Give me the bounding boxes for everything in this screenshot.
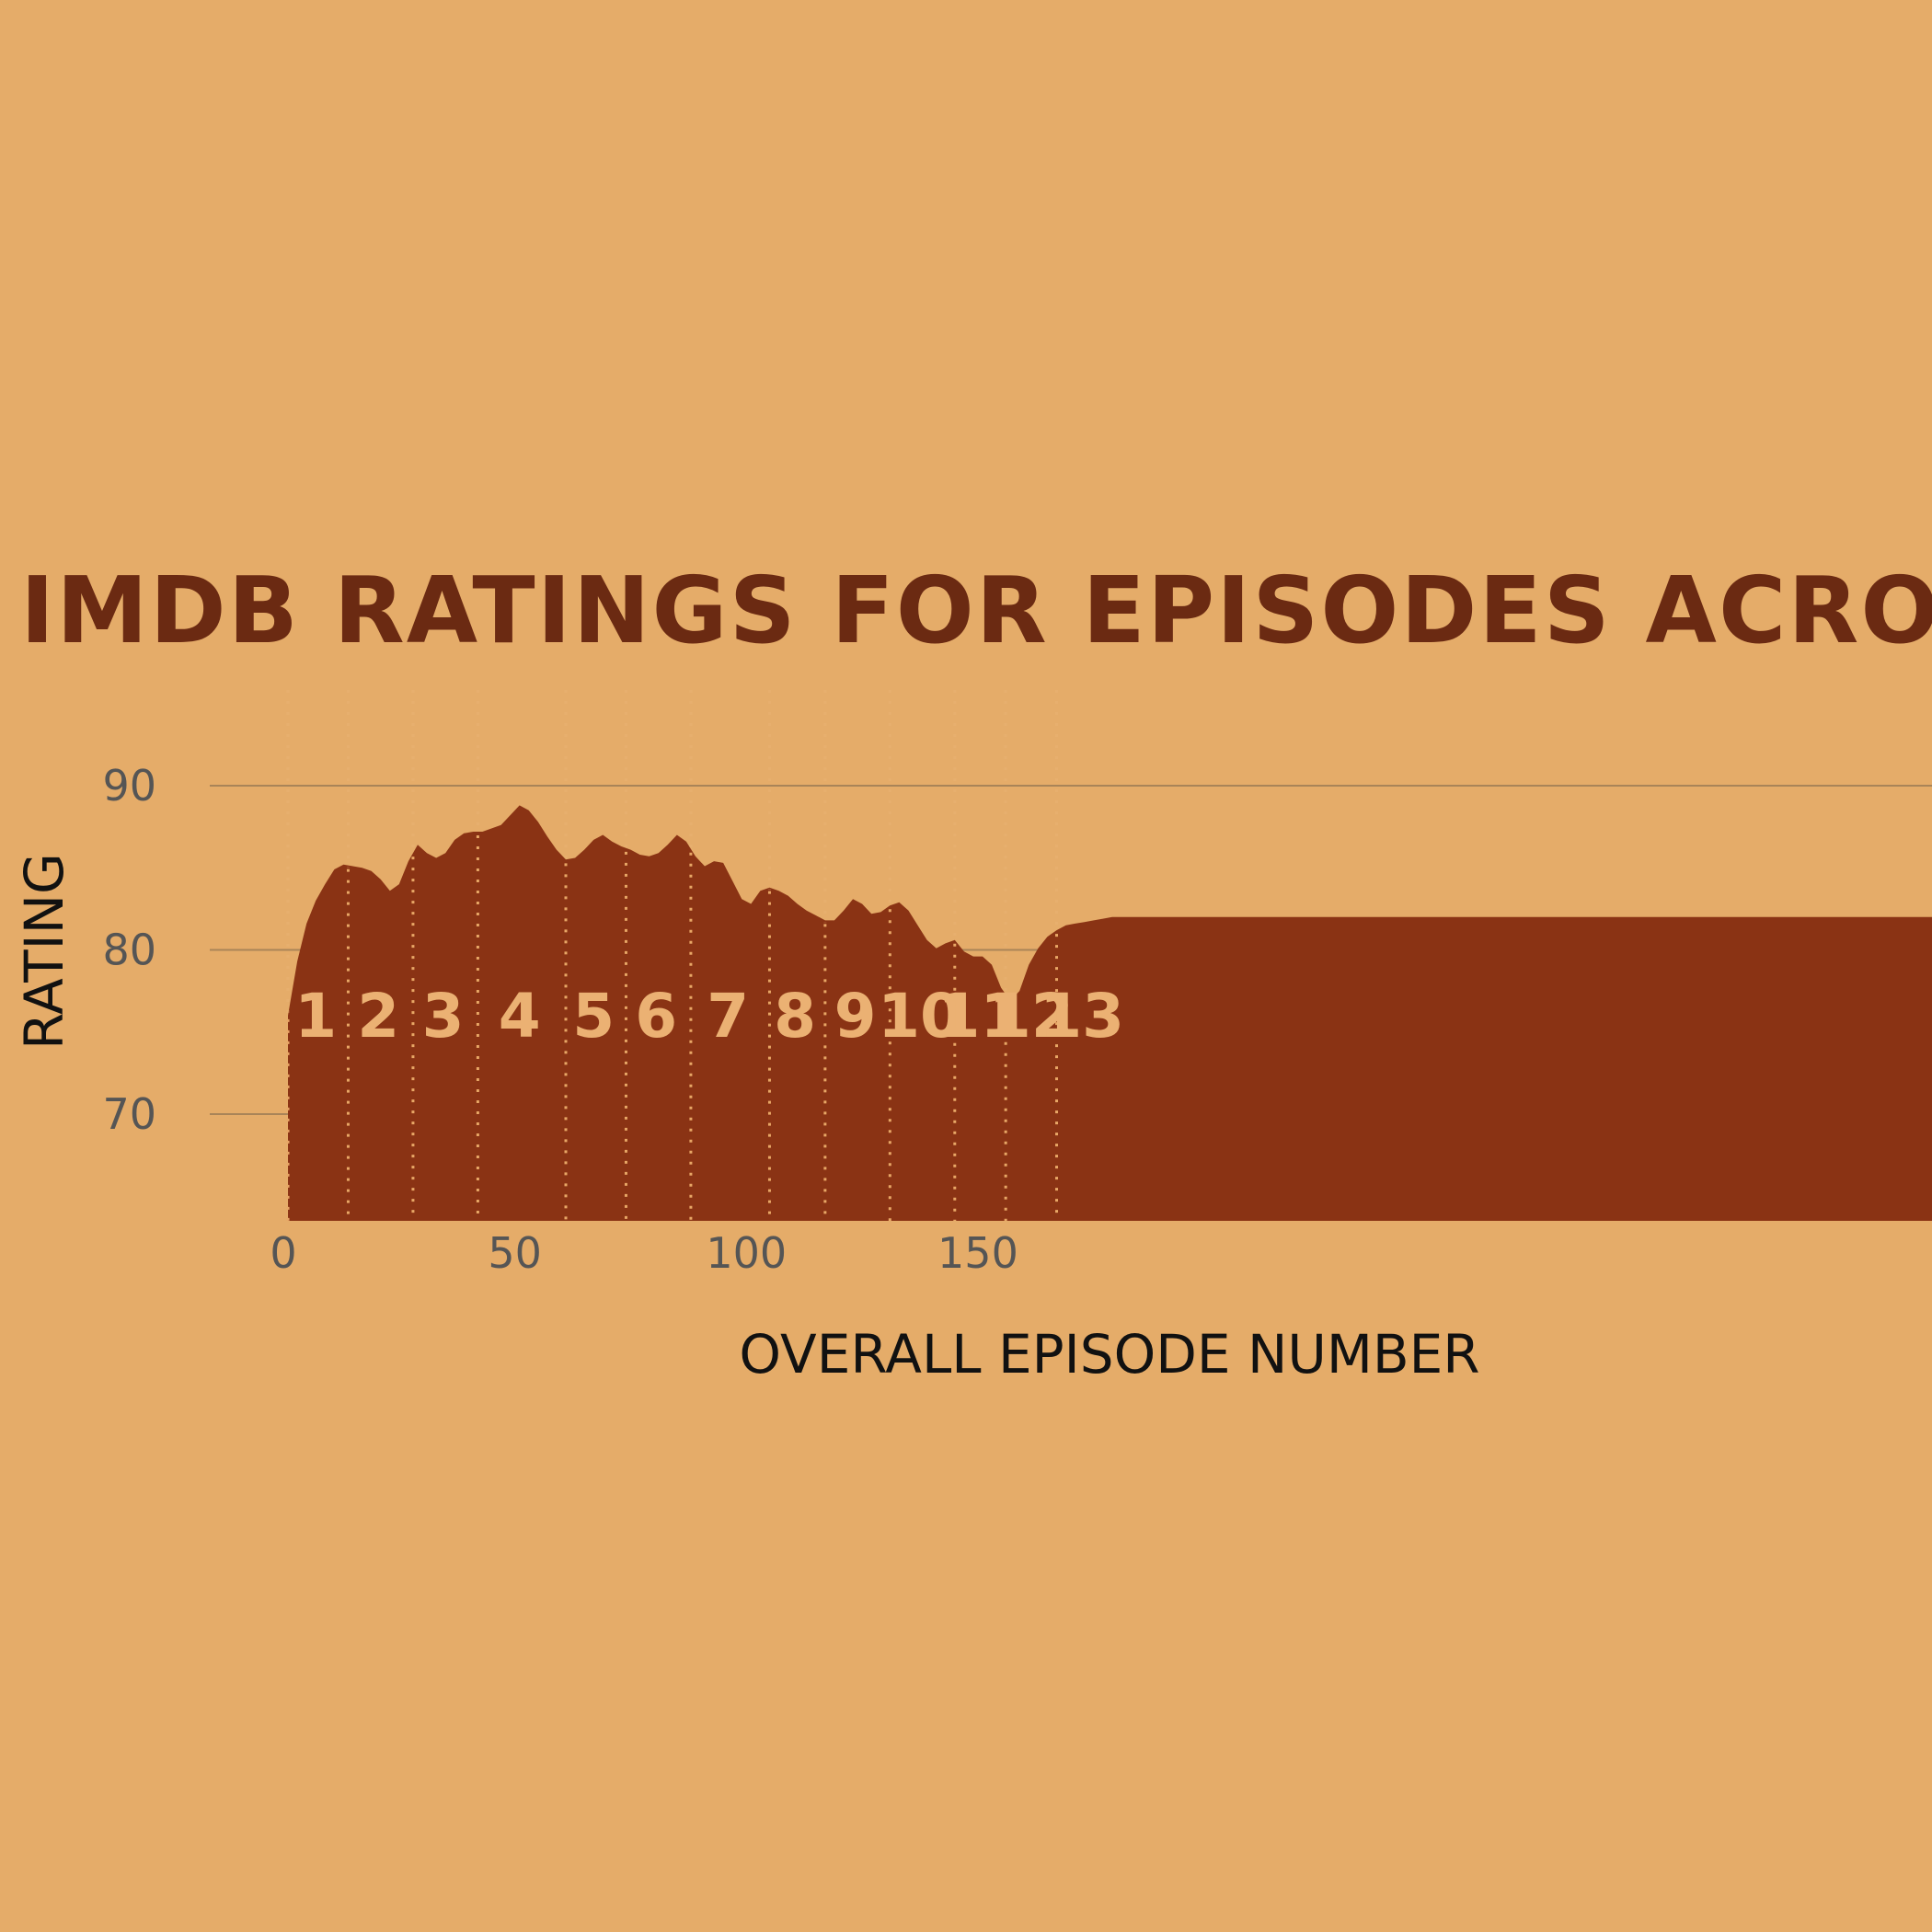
x-tick-label-0: 0 (270, 1228, 296, 1278)
x-axis-title: OVERALL EPISODE NUMBER (739, 1323, 1479, 1386)
chart-title: IMDB RATINGS FOR EPISODES ACROSS SEA (20, 557, 1932, 664)
season-label-7: 7 (707, 981, 749, 1052)
x-tick-label-150: 150 (937, 1228, 1018, 1278)
season-label-3: 3 (422, 981, 465, 1052)
season-label-9: 9 (834, 981, 877, 1052)
season-label-13: 13 (1040, 981, 1124, 1052)
x-axis-ticks: 0 50 100 150 (270, 1228, 1018, 1278)
season-label-8: 8 (774, 981, 816, 1052)
season-label-1: 1 (294, 981, 337, 1052)
ratings-area (288, 805, 1932, 1221)
season-label-5: 5 (572, 981, 615, 1052)
season-boundaries (286, 690, 1059, 1221)
y-tick-label-80: 80 (102, 926, 156, 975)
x-tick-label-100: 100 (706, 1228, 787, 1278)
plot-area (288, 805, 1932, 1221)
x-tick-label-50: 50 (488, 1228, 542, 1278)
season-label-12: 12 (989, 981, 1074, 1052)
season-label-10: 10 (878, 981, 962, 1052)
season-label-11: 11 (938, 981, 1023, 1052)
season-label-4: 4 (499, 981, 541, 1052)
y-tick-label-70: 70 (102, 1089, 156, 1139)
y-axis-title: RATING (13, 853, 75, 1050)
season-label-6: 6 (635, 981, 677, 1052)
season-label-2: 2 (357, 981, 399, 1052)
y-tick-label-90: 90 (102, 761, 156, 811)
y-axis-ticks: 70 80 90 (102, 761, 156, 1139)
